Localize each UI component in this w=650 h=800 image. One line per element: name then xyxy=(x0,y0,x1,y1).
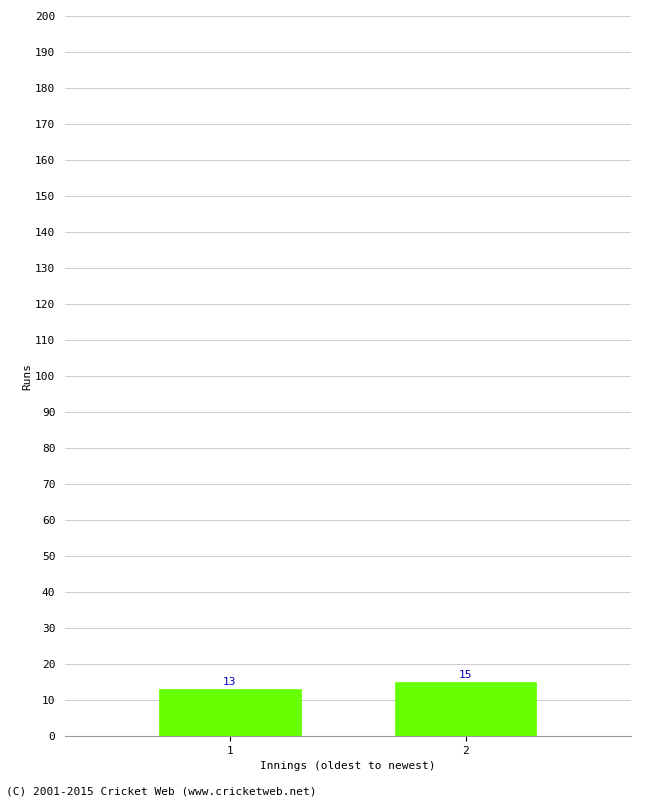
Bar xyxy=(395,682,536,736)
Y-axis label: Runs: Runs xyxy=(22,362,32,390)
Bar xyxy=(159,690,300,736)
X-axis label: Innings (oldest to newest): Innings (oldest to newest) xyxy=(260,762,436,771)
Text: 15: 15 xyxy=(459,670,473,680)
Text: 13: 13 xyxy=(223,678,237,687)
Text: (C) 2001-2015 Cricket Web (www.cricketweb.net): (C) 2001-2015 Cricket Web (www.cricketwe… xyxy=(6,786,317,796)
